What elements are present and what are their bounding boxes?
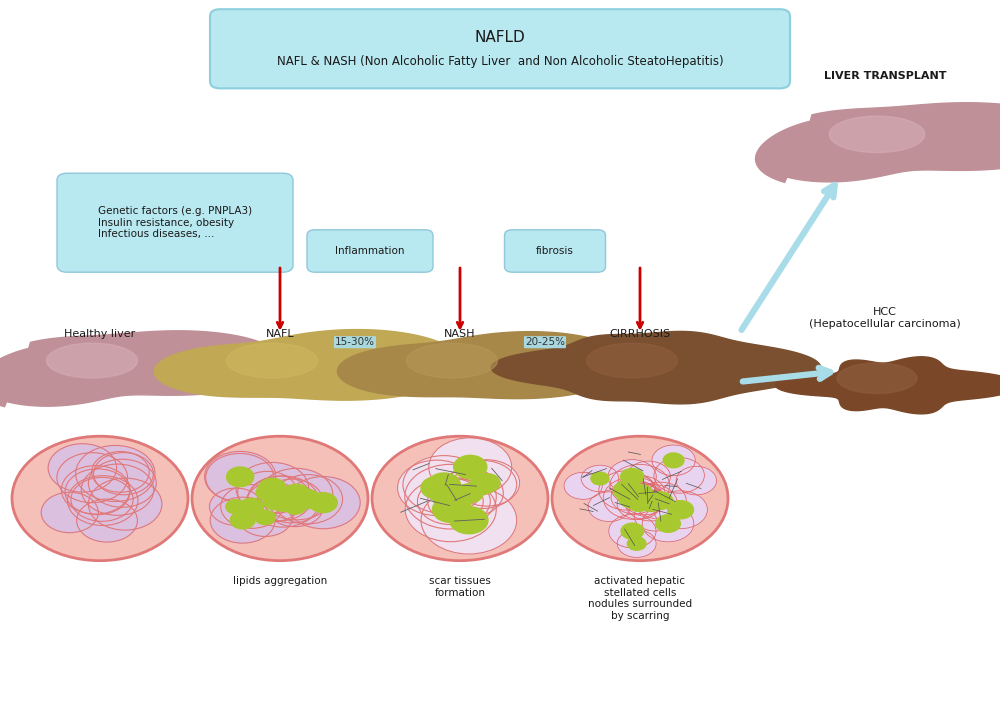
Circle shape [71, 477, 133, 521]
Text: fibrosis: fibrosis [536, 246, 574, 256]
Text: HCC
(Hepatocellular carcinoma): HCC (Hepatocellular carcinoma) [809, 308, 961, 329]
Circle shape [92, 452, 149, 492]
Polygon shape [227, 344, 318, 378]
Circle shape [456, 484, 483, 503]
Circle shape [552, 436, 728, 561]
Circle shape [284, 499, 306, 514]
Polygon shape [837, 363, 917, 394]
Text: 15-30%: 15-30% [335, 337, 375, 347]
Circle shape [76, 445, 155, 501]
Circle shape [656, 515, 680, 532]
Circle shape [269, 492, 297, 511]
Circle shape [286, 477, 360, 529]
Circle shape [428, 473, 460, 496]
FancyBboxPatch shape [307, 230, 433, 272]
Circle shape [256, 484, 279, 501]
Circle shape [65, 469, 130, 515]
Circle shape [622, 483, 661, 510]
Text: NAFL: NAFL [266, 329, 294, 339]
Circle shape [617, 530, 656, 557]
Circle shape [77, 499, 137, 542]
Circle shape [236, 462, 309, 514]
Circle shape [663, 453, 684, 468]
Circle shape [454, 460, 520, 506]
Circle shape [676, 467, 717, 495]
Circle shape [616, 475, 656, 503]
Polygon shape [47, 344, 138, 378]
Circle shape [260, 468, 333, 520]
Circle shape [613, 481, 640, 500]
Circle shape [88, 460, 156, 507]
Circle shape [273, 474, 343, 524]
Circle shape [611, 480, 658, 514]
Circle shape [255, 510, 275, 525]
Circle shape [240, 498, 263, 515]
Circle shape [668, 501, 693, 519]
Circle shape [248, 476, 311, 521]
Circle shape [226, 500, 246, 514]
Circle shape [429, 438, 512, 496]
Circle shape [428, 479, 490, 523]
Circle shape [209, 488, 262, 525]
Polygon shape [491, 332, 821, 404]
Circle shape [654, 491, 707, 529]
Circle shape [599, 471, 654, 510]
Circle shape [469, 475, 496, 494]
Circle shape [627, 461, 670, 492]
Circle shape [617, 476, 665, 510]
Circle shape [81, 464, 154, 515]
Circle shape [623, 489, 646, 505]
Text: LIVER TRANSPLANT: LIVER TRANSPLANT [824, 71, 946, 81]
Circle shape [246, 482, 301, 522]
Circle shape [630, 485, 653, 501]
Text: scar tissues
formation: scar tissues formation [429, 576, 491, 598]
Circle shape [12, 436, 188, 561]
Circle shape [449, 460, 517, 508]
Text: Healthy liver: Healthy liver [64, 329, 136, 339]
Circle shape [454, 455, 487, 479]
Polygon shape [756, 103, 1000, 182]
Text: CIRRHOSIS: CIRRHOSIS [609, 329, 671, 339]
Circle shape [446, 493, 472, 510]
Circle shape [621, 469, 644, 485]
Text: lipids aggregation: lipids aggregation [233, 576, 327, 586]
Circle shape [617, 489, 661, 520]
Circle shape [227, 469, 253, 486]
Circle shape [192, 436, 368, 561]
Polygon shape [154, 329, 463, 400]
Text: activated hepatic
stellated cells
nodules surrounded
by scarring: activated hepatic stellated cells nodule… [588, 576, 692, 621]
Circle shape [94, 452, 153, 495]
Circle shape [421, 486, 517, 554]
Circle shape [621, 523, 644, 539]
Circle shape [247, 476, 319, 527]
Circle shape [403, 455, 485, 513]
Circle shape [41, 492, 98, 532]
Circle shape [68, 476, 138, 525]
Polygon shape [829, 116, 925, 153]
Circle shape [405, 477, 496, 542]
Circle shape [634, 501, 676, 531]
Circle shape [474, 474, 500, 492]
Circle shape [48, 444, 117, 492]
Polygon shape [587, 344, 678, 378]
Circle shape [417, 478, 483, 525]
Circle shape [652, 445, 695, 476]
Circle shape [238, 498, 292, 537]
Text: Genetic factors (e.g. PNPLA3)
Insulin resistance, obesity
Infectious diseases, .: Genetic factors (e.g. PNPLA3) Insulin re… [98, 206, 252, 239]
Polygon shape [775, 357, 1000, 414]
Text: NAFL & NASH (Non Alcoholic Fatty Liver  and Non Alcoholic SteatoHepatitis): NAFL & NASH (Non Alcoholic Fatty Liver a… [277, 55, 723, 68]
Polygon shape [337, 332, 630, 399]
Circle shape [227, 467, 254, 486]
Circle shape [628, 496, 649, 511]
Circle shape [609, 515, 656, 548]
Polygon shape [407, 344, 498, 378]
Circle shape [421, 477, 452, 499]
Circle shape [230, 511, 255, 529]
Circle shape [608, 460, 656, 493]
Circle shape [450, 507, 488, 534]
FancyBboxPatch shape [57, 173, 293, 272]
FancyBboxPatch shape [210, 9, 790, 88]
Circle shape [623, 484, 660, 510]
Circle shape [436, 469, 503, 517]
Polygon shape [0, 331, 284, 407]
